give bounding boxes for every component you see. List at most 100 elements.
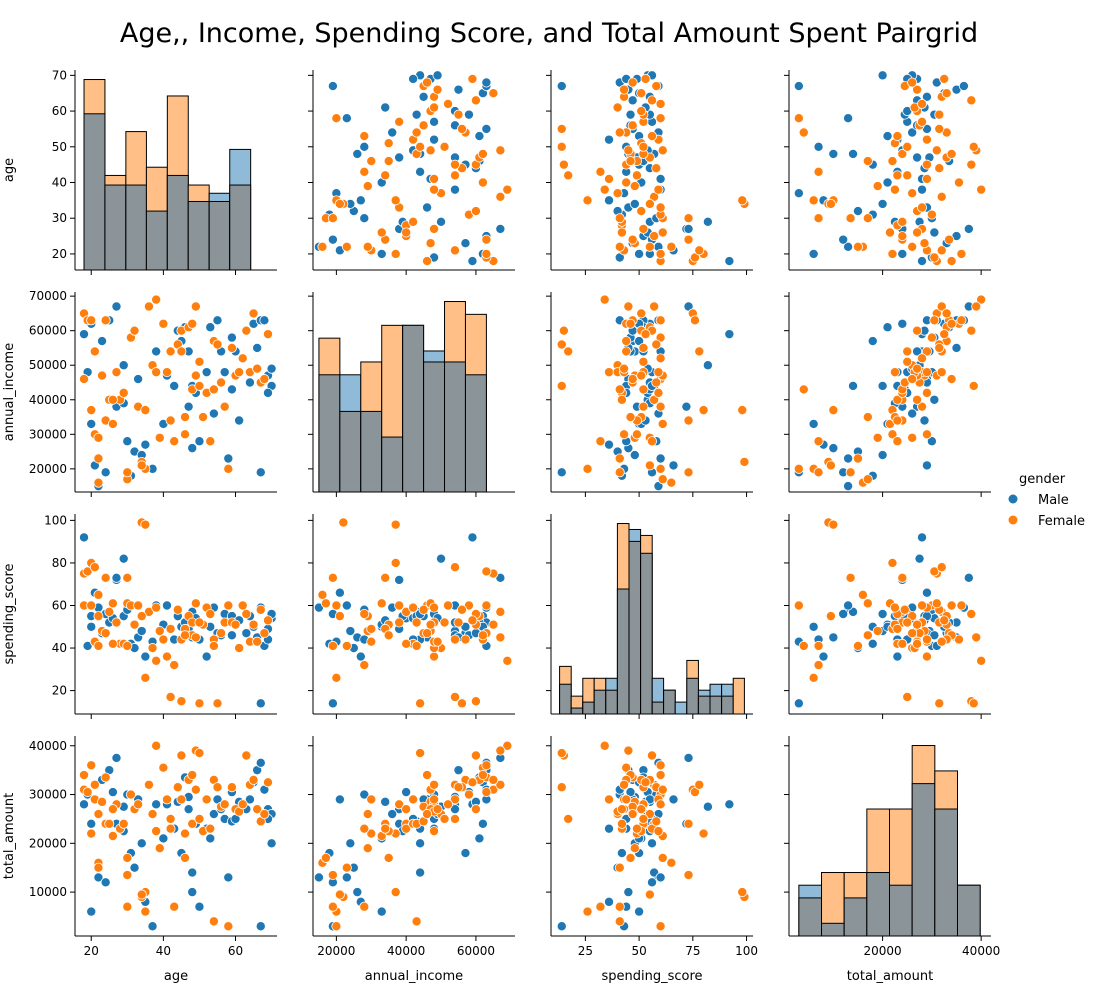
scatter-point-male (958, 81, 969, 92)
scatter-point-female (862, 630, 873, 641)
scatter-point-female (248, 308, 259, 319)
scatter-point-female (165, 823, 176, 834)
scatter-point-female (219, 799, 230, 810)
scatter-point-male (255, 757, 266, 768)
scatter-point-male (408, 73, 419, 84)
scatter-point-female (481, 566, 492, 577)
scatter-point-female (934, 109, 945, 120)
scatter-point-female (655, 248, 666, 259)
scatter-point-female (161, 794, 172, 805)
scatter-point-male (474, 131, 485, 142)
scatter-point-female (176, 794, 187, 805)
scatter-point-male (205, 833, 216, 844)
hist-bar (381, 436, 404, 493)
scatter-point-female (390, 195, 401, 206)
scatter-point-male (140, 439, 151, 450)
scatter-point-female (111, 617, 122, 628)
scatter-point-female (327, 572, 338, 583)
scatter-point-female (629, 843, 640, 854)
scatter-point-male (111, 752, 122, 763)
scatter-point-female (418, 120, 429, 131)
scatter-point-female (449, 813, 460, 824)
scatter-point-female (966, 325, 977, 336)
scatter-point-female (97, 370, 108, 381)
scatter-point-male (912, 152, 923, 163)
scatter-point-female (470, 804, 481, 815)
scatter-point-female (604, 173, 615, 184)
scatter-point-female (422, 770, 433, 781)
hist-bar (721, 695, 734, 715)
x-tick-label: 60 (228, 944, 243, 958)
scatter-point-male (86, 418, 97, 429)
scatter-point-female (625, 852, 636, 863)
scatter-point-female (429, 602, 440, 613)
scatter-point-female (443, 98, 454, 109)
scatter-point-female (956, 315, 967, 326)
scatter-point-male (556, 467, 567, 478)
scatter-point-female (657, 474, 668, 485)
scatter-point-female (563, 813, 574, 824)
scatter-point-female (429, 651, 440, 662)
scatter-point-male (929, 630, 940, 641)
scatter-point-female (86, 405, 97, 416)
scatter-point-male (481, 77, 492, 88)
scatter-point-male (334, 587, 345, 598)
scatter-point-female (897, 231, 908, 242)
scatter-point-female (359, 131, 370, 142)
scatter-point-female (107, 418, 118, 429)
hist-bar (709, 695, 723, 715)
scatter-point-male (140, 651, 151, 662)
scatter-point-female (582, 463, 593, 474)
scatter-point-male (208, 408, 219, 419)
scatter-point-male (376, 906, 387, 917)
scatter-point-female (187, 770, 198, 781)
scatter-point-female (334, 611, 345, 622)
scatter-point-male (380, 102, 391, 113)
scatter-point-male (355, 195, 366, 206)
scatter-point-male (158, 833, 169, 844)
x-tick-label: 40 (156, 944, 171, 958)
hist-bar (593, 689, 607, 715)
scatter-point-female (621, 762, 632, 773)
scatter-point-female (862, 412, 873, 423)
scatter-point-female (631, 170, 642, 181)
scatter-point-female (887, 557, 898, 568)
scatter-point-female (889, 184, 900, 195)
scatter-point-female (936, 301, 947, 312)
hist-bar (934, 808, 958, 937)
scatter-point-female (223, 600, 234, 611)
scatter-point-female (599, 294, 610, 305)
scatter-point-male (818, 651, 829, 662)
scatter-point-male (897, 318, 908, 329)
scatter-point-female (897, 638, 908, 649)
scatter-point-female (460, 634, 471, 645)
scatter-point-male (681, 401, 692, 412)
scatter-point-female (467, 615, 478, 626)
scatter-point-male (241, 628, 252, 639)
scatter-point-male (683, 223, 694, 234)
scatter-point-male (625, 109, 636, 120)
scatter-point-female (495, 779, 506, 790)
scatter-point-male (668, 460, 679, 471)
hist-bar (402, 324, 425, 493)
scatter-point-female (390, 248, 401, 259)
scatter-point-female (252, 363, 263, 374)
scatter-point-female (190, 370, 201, 381)
hist-bar (104, 184, 127, 271)
scatter-point-female (453, 782, 464, 793)
scatter-point-male (327, 81, 338, 92)
scatter-point-female (638, 384, 649, 395)
scatter-point-female (793, 113, 804, 124)
scatter-point-male (327, 234, 338, 245)
scatter-point-male (136, 838, 147, 849)
scatter-point-female (655, 98, 666, 109)
scatter-point-female (93, 862, 104, 873)
scatter-point-female (912, 394, 923, 405)
scatter-point-male (255, 698, 266, 709)
scatter-point-female (971, 632, 982, 643)
scatter-point-female (619, 363, 630, 374)
scatter-point-female (694, 346, 705, 357)
scatter-point-female (129, 619, 140, 630)
scatter-point-female (956, 248, 967, 259)
scatter-point-male (495, 223, 506, 234)
